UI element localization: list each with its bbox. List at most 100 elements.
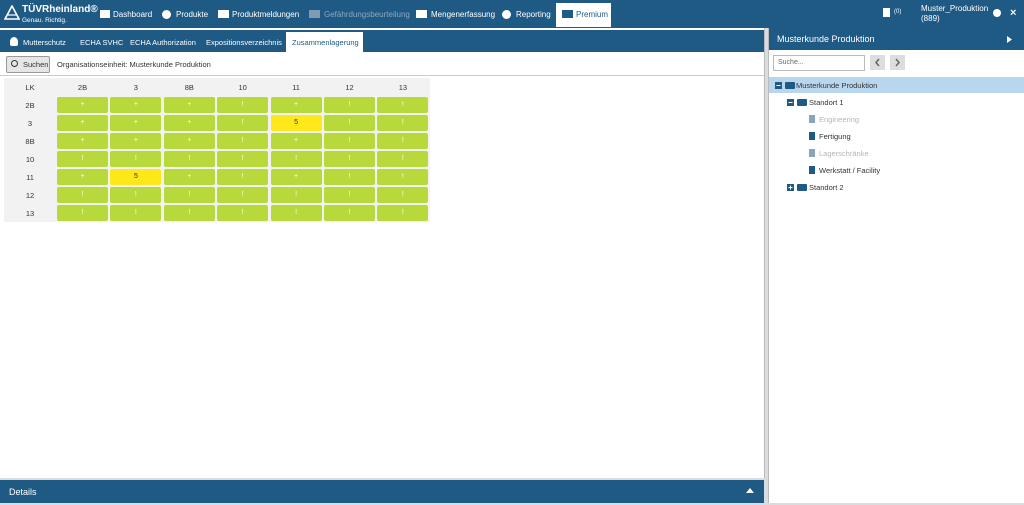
matrix-cell[interactable]: ! [163, 151, 215, 167]
matrix-cell[interactable]: ! [110, 151, 162, 167]
matrix-cell[interactable]: + [270, 169, 322, 185]
matrix-cell[interactable]: + [110, 115, 162, 131]
matrix-cell[interactable]: ! [377, 205, 429, 221]
matrix-cell[interactable]: ! [324, 169, 375, 185]
icon [162, 10, 171, 19]
matrix-cell[interactable]: + [57, 115, 108, 131]
matrix-cell[interactable]: ! [163, 205, 215, 221]
nav-item[interactable]: Premium [576, 10, 609, 19]
matrix-cell[interactable]: ! [377, 151, 429, 167]
matrix-cell[interactable]: + [270, 97, 322, 113]
matrix-cell[interactable]: + [110, 133, 162, 149]
matrix-cell[interactable]: + [57, 169, 108, 185]
collapse-toggle[interactable] [775, 82, 782, 89]
matrix-cell[interactable]: ! [217, 97, 269, 113]
matrix-cell[interactable]: ! [217, 115, 269, 131]
matrix-cell[interactable]: ! [377, 187, 429, 203]
collapse-icon[interactable] [746, 488, 754, 494]
matrix-cell[interactable]: ! [217, 151, 269, 167]
expand-icon[interactable] [1007, 36, 1012, 43]
matrix-cell[interactable]: ! [324, 187, 375, 203]
slogan: Genau. Richtig. [22, 17, 67, 24]
prev-button[interactable] [870, 55, 885, 70]
tree-leaf[interactable]: Werkstatt / Facility [819, 166, 881, 175]
matrix-cell[interactable]: ! [217, 205, 269, 221]
matrix-cell[interactable]: + [163, 133, 215, 149]
row-header: 12 [25, 191, 35, 200]
matrix-cell[interactable]: ! [57, 187, 108, 203]
collapse-toggle[interactable] [787, 99, 794, 106]
matrix-cell[interactable]: ! [217, 187, 269, 203]
matrix-cell[interactable]: ! [377, 169, 429, 185]
row-header: 3 [27, 119, 33, 128]
search-input[interactable]: Suche... [773, 55, 865, 71]
icon [10, 37, 18, 46]
close-icon[interactable]: × [1010, 7, 1017, 19]
row-header: 2B [25, 101, 35, 110]
matrix-cell[interactable]: + [163, 169, 215, 185]
matrix-cell[interactable]: + [270, 133, 322, 149]
nav-item[interactable]: Produkte [176, 10, 209, 19]
search-button[interactable]: Suchen [6, 56, 50, 73]
cart-count[interactable]: (0) [894, 9, 902, 15]
tree-node[interactable]: Musterkunde Produktion [796, 81, 878, 90]
matrix-cell[interactable]: ! [377, 133, 429, 149]
matrix-cell[interactable]: ! [270, 187, 322, 203]
tree-leaf[interactable]: Fertigung [819, 132, 851, 141]
expand-toggle[interactable] [787, 184, 794, 191]
matrix-cell[interactable]: ! [57, 151, 108, 167]
matrix-cell[interactable]: ! [57, 205, 108, 221]
top-nav: TÜVRheinland® Genau. Richtig. Dashboard … [0, 0, 1024, 28]
logo: TÜVRheinland® [22, 4, 98, 15]
matrix-cell[interactable]: + [163, 115, 215, 131]
matrix-cell[interactable]: + [110, 97, 162, 113]
details-bar[interactable]: Details [0, 480, 764, 503]
matrix-cell[interactable]: ! [270, 205, 322, 221]
matrix-cell[interactable]: ! [377, 97, 429, 113]
selected-node-bg [769, 77, 1024, 93]
column-header: 13 [398, 83, 408, 92]
matrix-cell[interactable]: ! [110, 187, 162, 203]
column-header: 8B [184, 83, 194, 92]
tab[interactable]: ECHA SVHC [80, 38, 124, 47]
sidebar: Musterkunde Produktion Suche... Musterku… [768, 28, 1024, 503]
nav-item[interactable]: Produktmeldungen [232, 10, 300, 19]
matrix-cell[interactable]: 5 [110, 169, 162, 185]
matrix-cell[interactable]: ! [324, 151, 375, 167]
nav-item[interactable]: Reporting [516, 10, 551, 19]
tab[interactable]: Expositionsverzeichnis [206, 38, 282, 47]
logo-icon [4, 5, 20, 20]
matrix-cell[interactable]: ! [163, 187, 215, 203]
matrix-cell[interactable]: + [163, 97, 215, 113]
nav-item: Gefährdungsbeurteilung [324, 10, 410, 19]
matrix-cell[interactable]: ! [324, 133, 375, 149]
tree-leaf: Lagerschränke [819, 149, 869, 158]
settings-icon[interactable] [993, 9, 1001, 17]
tab[interactable]: Zusammenlagerung [292, 38, 359, 47]
tree-node[interactable]: Standort 1 [809, 98, 844, 107]
matrix-cell[interactable]: + [57, 133, 108, 149]
matrix-cell[interactable]: ! [217, 169, 269, 185]
matrix-cell[interactable]: ! [110, 205, 162, 221]
matrix-cell[interactable]: ! [324, 115, 375, 131]
tab[interactable]: ECHA Authorization [130, 38, 196, 47]
nav-item[interactable]: Dashboard [113, 10, 153, 19]
next-button[interactable] [890, 55, 905, 70]
tree-node[interactable]: Standort 2 [809, 183, 844, 192]
tab[interactable]: Mutterschutz [23, 38, 66, 47]
matrix-cell[interactable]: ! [217, 133, 269, 149]
matrix-cell[interactable]: ! [324, 97, 375, 113]
document-icon [809, 166, 815, 174]
icon [100, 10, 110, 18]
matrix-cell[interactable]: ! [270, 151, 322, 167]
nav-item[interactable]: Mengenerfassung [431, 10, 496, 19]
matrix-cell[interactable]: 5 [270, 115, 322, 131]
matrix-cell[interactable]: + [57, 97, 108, 113]
user-name[interactable]: Muster_Produktion [921, 4, 989, 13]
matrix-cell[interactable]: ! [324, 205, 375, 221]
row-header: 10 [25, 155, 35, 164]
sidebar-title: Musterkunde Produktion [777, 34, 875, 44]
matrix-cell[interactable]: ! [377, 115, 429, 131]
document-icon [809, 149, 815, 157]
